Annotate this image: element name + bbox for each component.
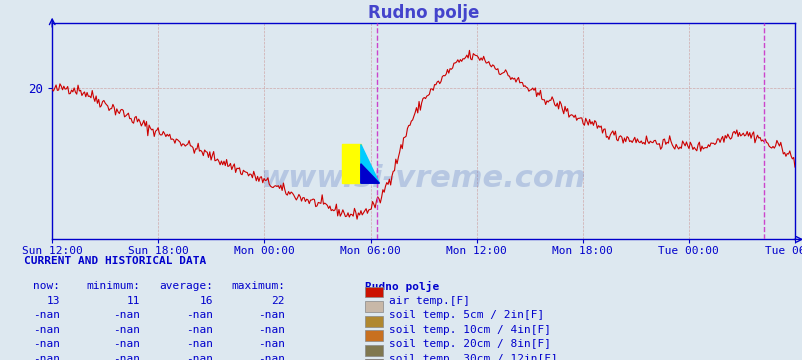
Polygon shape [360,144,379,183]
Text: -nan: -nan [257,310,285,320]
Text: 22: 22 [271,296,285,306]
Bar [365,359,383,360]
Text: -nan: -nan [185,354,213,360]
Text: average:: average: [159,281,213,291]
Text: soil temp. 30cm / 12in[F]: soil temp. 30cm / 12in[F] [389,354,557,360]
Bar [365,316,383,327]
Text: -nan: -nan [257,325,285,335]
Text: maximum:: maximum: [231,281,285,291]
Text: -nan: -nan [113,310,140,320]
Text: 11: 11 [127,296,140,306]
Bar [365,330,383,341]
Text: CURRENT AND HISTORICAL DATA: CURRENT AND HISTORICAL DATA [24,256,206,266]
Text: -nan: -nan [113,339,140,350]
Title: Rudno polje: Rudno polje [367,4,479,22]
Text: -nan: -nan [33,310,60,320]
Text: -nan: -nan [33,354,60,360]
Text: soil temp. 5cm / 2in[F]: soil temp. 5cm / 2in[F] [389,310,544,320]
Text: -nan: -nan [33,325,60,335]
Bar [365,287,383,297]
Text: -nan: -nan [185,310,213,320]
Bar [365,301,383,312]
Text: -nan: -nan [185,339,213,350]
Bar [365,345,383,356]
Text: -nan: -nan [113,325,140,335]
Text: -nan: -nan [33,339,60,350]
Polygon shape [360,164,379,183]
Text: 16: 16 [199,296,213,306]
Text: Rudno polje: Rudno polje [365,281,439,292]
Text: -nan: -nan [113,354,140,360]
Text: -nan: -nan [257,354,285,360]
Text: soil temp. 20cm / 8in[F]: soil temp. 20cm / 8in[F] [389,339,551,350]
Bar [342,144,360,183]
Text: minimum:: minimum: [87,281,140,291]
Text: air temp.[F]: air temp.[F] [389,296,470,306]
Text: 13: 13 [47,296,60,306]
Text: now:: now: [33,281,60,291]
Text: -nan: -nan [185,325,213,335]
Text: soil temp. 10cm / 4in[F]: soil temp. 10cm / 4in[F] [389,325,551,335]
Text: www.si-vreme.com: www.si-vreme.com [261,165,585,193]
Text: -nan: -nan [257,339,285,350]
